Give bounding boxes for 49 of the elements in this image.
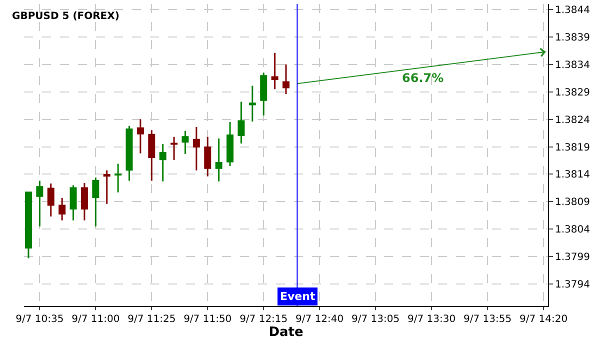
x-tick-label: 9/7 14:20	[519, 314, 568, 325]
y-tick-label: 1.3804	[555, 224, 590, 236]
candlestick	[80, 182, 88, 222]
candlestick	[126, 125, 133, 182]
y-tick-label: 1.3834	[555, 60, 590, 71]
candlestick	[248, 85, 256, 122]
candlestick	[170, 136, 178, 161]
x-tick-label: 9/7 13:55	[463, 314, 512, 325]
candlestick	[58, 197, 66, 222]
candlestick	[92, 176, 100, 228]
text: GBPUSD 5 (FOREX)	[12, 10, 120, 22]
x-tick-label: 9/7 13:05	[352, 314, 400, 325]
x-tick-label: 9/7 10:35	[16, 314, 64, 325]
candlestick	[103, 170, 110, 205]
candlestick	[159, 143, 166, 182]
candlestick	[260, 72, 268, 116]
y-tick-label: 1.3794	[555, 280, 590, 291]
candlestick	[47, 182, 54, 218]
ref-line-label: Event	[280, 290, 316, 303]
candlestick	[114, 163, 122, 194]
y-tick-label: 1.3819	[555, 142, 590, 154]
candlestick	[215, 138, 222, 182]
y-tick-label: 1.3809	[555, 197, 590, 208]
candlestick	[226, 121, 234, 167]
y-tick-label: 1.3844	[555, 4, 590, 16]
x-tick-label: 9/7 11:00	[72, 314, 120, 325]
y-tick-label: 1.3839	[555, 32, 590, 44]
candlestick	[192, 126, 200, 172]
x-tick-label: 9/7 13:30	[408, 314, 456, 325]
candlestick	[36, 180, 44, 228]
candlestick	[282, 64, 290, 95]
y-tick-label: 1.3799	[555, 252, 590, 264]
y-tick-label: 1.3829	[555, 87, 590, 98]
x-tick-label: 9/7 12:15	[240, 314, 288, 325]
x-tick-label: 9/7 11:50	[184, 314, 232, 325]
candlestick	[70, 184, 77, 222]
candlestick	[148, 130, 156, 182]
annotation: 66.7%	[402, 71, 444, 85]
candlestick	[182, 130, 189, 155]
candlestick	[238, 100, 245, 144]
candlestick	[271, 52, 278, 90]
candlestick	[204, 136, 212, 178]
candlestick	[24, 192, 32, 259]
y-tick-label: 1.3814	[555, 170, 590, 181]
candlestick	[136, 118, 144, 154]
x-axis-title: Date	[268, 325, 304, 340]
x-tick-label: 9/7 12:40	[296, 314, 344, 325]
y-tick-label: 1.3824	[555, 114, 590, 126]
x-tick-label: 9/7 11:25	[128, 314, 176, 325]
